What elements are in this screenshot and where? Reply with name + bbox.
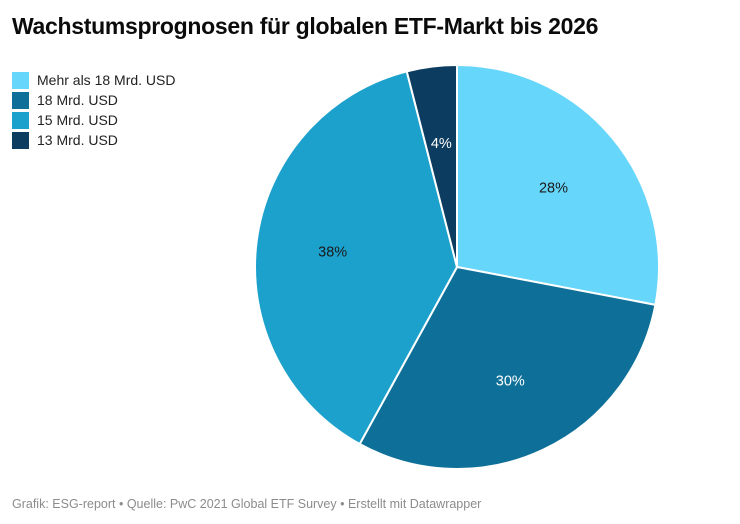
pie-chart: 28% 30% 38% 4%: [253, 63, 661, 471]
legend: Mehr als 18 Mrd. USD 18 Mrd. USD 15 Mrd.…: [12, 70, 175, 150]
legend-item: 18 Mrd. USD: [12, 90, 175, 110]
legend-item: 13 Mrd. USD: [12, 130, 175, 150]
pie-slice-28%[interactable]: [456, 64, 660, 306]
legend-item: Mehr als 18 Mrd. USD: [12, 70, 175, 90]
pie-slice-label: 28%: [539, 180, 568, 196]
pie-slice-label: 38%: [318, 244, 347, 260]
legend-item: 15 Mrd. USD: [12, 110, 175, 130]
attribution-footer: Grafik: ESG-report • Quelle: PwC 2021 Gl…: [12, 497, 482, 511]
page-title: Wachstumsprognosen für globalen ETF-Mark…: [12, 13, 599, 39]
pie-slice-38%[interactable]: [254, 70, 458, 446]
pie-slice-label: 30%: [496, 373, 525, 389]
legend-swatch: [12, 71, 29, 89]
legend-item-label: Mehr als 18 Mrd. USD: [37, 72, 176, 88]
legend-swatch: [12, 111, 29, 129]
pie-slice-4%[interactable]: [405, 64, 458, 268]
legend-item-label: 15 Mrd. USD: [37, 112, 118, 128]
legend-swatch: [12, 131, 29, 149]
pie-chart-svg: 28% 30% 38% 4%: [254, 64, 660, 470]
pie-slice-30%[interactable]: [358, 266, 657, 470]
legend-item-label: 18 Mrd. USD: [37, 92, 118, 108]
legend-swatch: [12, 91, 29, 109]
legend-item-label: 13 Mrd. USD: [37, 132, 118, 148]
pie-slice-label: 4%: [431, 136, 452, 152]
